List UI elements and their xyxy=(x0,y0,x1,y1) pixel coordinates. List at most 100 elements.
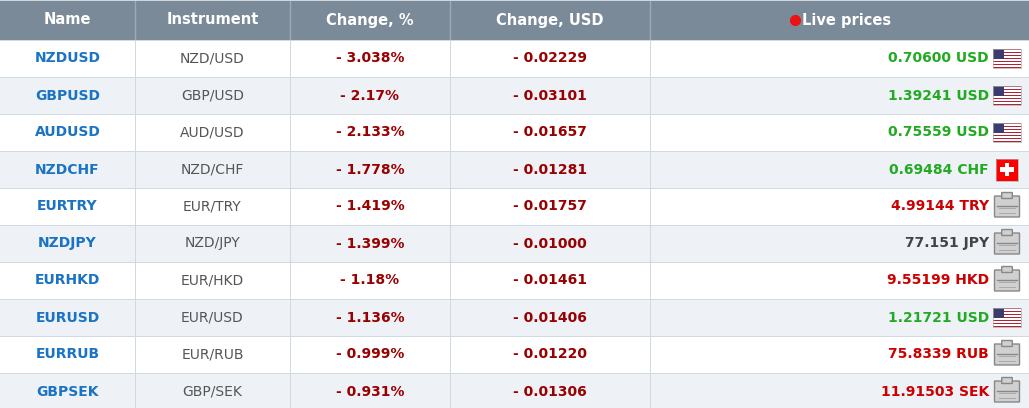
FancyBboxPatch shape xyxy=(1001,377,1013,384)
Bar xyxy=(0,151,1029,188)
Text: - 1.778%: - 1.778% xyxy=(335,162,404,177)
Bar xyxy=(993,62,1021,64)
Text: - 0.01406: - 0.01406 xyxy=(513,310,587,324)
Text: - 0.01306: - 0.01306 xyxy=(513,384,587,399)
Bar xyxy=(993,51,1021,52)
Text: - 2.17%: - 2.17% xyxy=(341,89,399,102)
Bar xyxy=(993,86,1021,105)
Bar xyxy=(993,52,1021,53)
Bar xyxy=(993,135,1021,136)
Bar xyxy=(993,61,1021,62)
Bar xyxy=(993,317,1021,318)
Bar xyxy=(993,123,1021,142)
Text: - 0.01657: - 0.01657 xyxy=(513,126,587,140)
Bar xyxy=(993,58,1021,59)
Text: GBPUSD: GBPUSD xyxy=(35,89,100,102)
Bar xyxy=(993,102,1021,104)
Text: AUD/USD: AUD/USD xyxy=(180,126,245,140)
Bar xyxy=(993,127,1021,129)
Bar xyxy=(993,96,1021,98)
Text: EUR/TRY: EUR/TRY xyxy=(183,200,242,213)
Text: - 0.01281: - 0.01281 xyxy=(512,162,588,177)
Bar xyxy=(0,0,1029,40)
Bar xyxy=(0,225,1029,262)
Text: Instrument: Instrument xyxy=(167,13,258,27)
Bar xyxy=(993,140,1021,142)
Text: - 0.999%: - 0.999% xyxy=(335,348,404,361)
Bar xyxy=(993,123,1004,133)
Bar xyxy=(993,320,1021,321)
Bar xyxy=(993,95,1021,96)
Bar xyxy=(993,124,1021,126)
Bar xyxy=(993,308,1021,309)
Bar xyxy=(993,315,1021,317)
Bar xyxy=(996,158,1018,180)
Bar xyxy=(993,126,1021,127)
Bar xyxy=(993,136,1021,137)
Text: 1.21721 USD: 1.21721 USD xyxy=(888,310,989,324)
FancyBboxPatch shape xyxy=(994,381,1020,402)
Text: EURUSD: EURUSD xyxy=(35,310,100,324)
Bar xyxy=(993,101,1021,102)
Bar xyxy=(0,299,1029,336)
Text: NZD/CHF: NZD/CHF xyxy=(181,162,244,177)
Bar xyxy=(993,104,1021,105)
Bar xyxy=(0,77,1029,114)
Text: - 0.01000: - 0.01000 xyxy=(513,237,587,251)
Bar xyxy=(0,262,1029,299)
FancyBboxPatch shape xyxy=(994,196,1020,217)
Text: 0.75559 USD: 0.75559 USD xyxy=(888,126,989,140)
Bar xyxy=(0,188,1029,225)
Text: 11.91503 SEK: 11.91503 SEK xyxy=(881,384,989,399)
Text: Change, USD: Change, USD xyxy=(496,13,604,27)
Bar xyxy=(993,308,1021,327)
Bar xyxy=(993,93,1021,95)
Text: 75.8339 RUB: 75.8339 RUB xyxy=(888,348,989,361)
FancyBboxPatch shape xyxy=(1001,193,1013,199)
Bar xyxy=(993,326,1021,327)
Bar xyxy=(0,373,1029,408)
Bar xyxy=(993,308,1004,318)
Text: EURTRY: EURTRY xyxy=(37,200,98,213)
Bar xyxy=(993,59,1021,61)
Bar xyxy=(993,123,1021,124)
Bar xyxy=(993,132,1021,133)
Bar xyxy=(993,313,1021,314)
Bar xyxy=(993,55,1021,56)
Bar xyxy=(993,64,1021,65)
Bar xyxy=(993,137,1021,139)
Bar xyxy=(0,114,1029,151)
Bar xyxy=(993,314,1021,315)
Bar xyxy=(993,86,1021,87)
Text: - 1.419%: - 1.419% xyxy=(335,200,404,213)
FancyBboxPatch shape xyxy=(1001,266,1013,273)
Text: EUR/RUB: EUR/RUB xyxy=(181,348,244,361)
Bar xyxy=(993,86,1004,96)
Text: - 0.01757: - 0.01757 xyxy=(513,200,587,213)
Text: 9.55199 HKD: 9.55199 HKD xyxy=(887,273,989,288)
Text: 0.69484 CHF: 0.69484 CHF xyxy=(889,162,989,177)
Bar xyxy=(993,53,1021,55)
Text: Live prices: Live prices xyxy=(803,13,891,27)
Text: 77.151 JPY: 77.151 JPY xyxy=(904,237,989,251)
Bar xyxy=(993,67,1021,68)
Bar xyxy=(0,336,1029,373)
Bar xyxy=(993,309,1021,311)
FancyBboxPatch shape xyxy=(994,233,1020,254)
Bar xyxy=(993,49,1004,59)
Bar xyxy=(993,311,1021,313)
Text: - 0.02229: - 0.02229 xyxy=(513,51,587,66)
Text: NZD/JPY: NZD/JPY xyxy=(184,237,241,251)
Bar xyxy=(993,56,1021,58)
FancyBboxPatch shape xyxy=(994,344,1020,365)
Bar xyxy=(993,65,1021,67)
Text: EUR/HKD: EUR/HKD xyxy=(181,273,244,288)
Text: - 1.18%: - 1.18% xyxy=(341,273,399,288)
Bar xyxy=(993,324,1021,326)
Bar xyxy=(993,133,1021,135)
Bar xyxy=(1000,167,1014,172)
Text: GBP/USD: GBP/USD xyxy=(181,89,244,102)
Bar xyxy=(993,98,1021,99)
Bar xyxy=(993,92,1021,93)
Text: Change, %: Change, % xyxy=(326,13,414,27)
